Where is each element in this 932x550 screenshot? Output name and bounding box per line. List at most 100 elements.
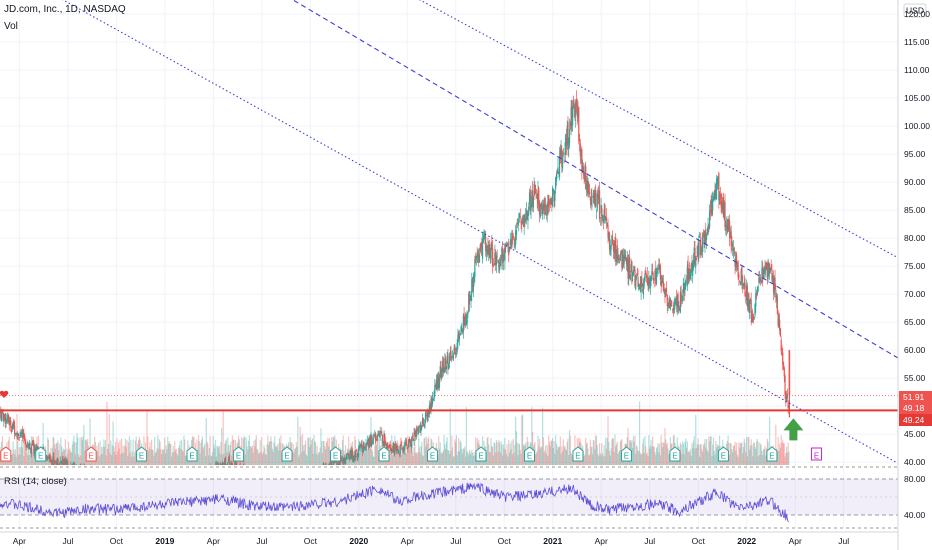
candle-body — [371, 442, 374, 445]
candle-body — [243, 464, 245, 465]
volume-bar — [265, 455, 267, 465]
candle-body — [645, 271, 647, 275]
candle-body — [575, 99, 578, 107]
candle-body — [63, 460, 65, 465]
volume-bar — [635, 445, 638, 465]
candle-body — [618, 261, 621, 263]
candle-body — [643, 281, 645, 286]
earnings-marker: E — [523, 446, 535, 462]
price-label-text: 51.91 — [903, 392, 925, 402]
candle-body — [224, 456, 227, 465]
candle-body — [311, 468, 312, 469]
candle-body — [327, 469, 328, 470]
candle-body — [543, 203, 545, 210]
volume-bar — [175, 449, 177, 465]
candle-body — [214, 468, 215, 473]
candle-body — [661, 280, 663, 285]
candle-body — [528, 206, 530, 214]
candle-body — [581, 149, 583, 170]
candle-body — [575, 101, 577, 117]
earnings-badge — [330, 446, 342, 462]
volume-bar — [603, 445, 605, 465]
volume-bar — [555, 435, 557, 465]
candle-body — [674, 302, 676, 304]
candle-body — [402, 448, 404, 450]
volume-bar — [24, 435, 26, 465]
candle-body — [60, 460, 62, 465]
candle-body — [729, 220, 731, 239]
volume-bar — [665, 444, 668, 465]
candle-body — [746, 286, 748, 307]
volume-bar — [455, 435, 458, 465]
volume-bar — [151, 439, 153, 465]
candle-body — [758, 277, 760, 283]
volume-bar — [231, 455, 233, 465]
earnings-badge — [186, 446, 198, 462]
volume-bar — [545, 453, 548, 465]
candle-body — [603, 209, 605, 223]
candle-body — [542, 205, 544, 211]
heart-icon — [0, 390, 9, 398]
candle-body — [29, 443, 31, 450]
candle-body — [767, 260, 769, 279]
candle-body — [305, 470, 306, 476]
volume-bar — [454, 439, 456, 465]
candle-body — [95, 474, 96, 478]
candle-body — [476, 252, 478, 256]
candle-body — [595, 190, 597, 207]
volume-bar — [684, 441, 686, 465]
volume-bar — [103, 439, 105, 465]
candle-body — [686, 267, 688, 287]
volume-bar — [558, 446, 561, 465]
candle-body — [678, 307, 680, 309]
volume-bar — [402, 448, 404, 465]
candle-body — [296, 478, 297, 479]
volume-bar — [261, 437, 263, 465]
symbol-title: JD.com, Inc., 1D, NASDAQ — [4, 4, 126, 15]
volume-bar — [441, 453, 444, 465]
candle-body — [332, 460, 334, 465]
candle-body — [368, 438, 371, 448]
candle-body — [649, 279, 651, 288]
volume-bar — [732, 452, 734, 465]
volume-bar — [687, 452, 689, 465]
volume-bar — [704, 439, 706, 465]
candle-body — [548, 195, 550, 206]
volume-bar — [121, 453, 123, 465]
candle-body — [598, 190, 601, 220]
candle-body — [421, 418, 424, 425]
volume-bar — [107, 448, 109, 465]
candle-body — [378, 433, 380, 435]
volume-bar — [461, 449, 463, 465]
candle-body — [783, 367, 785, 377]
candle-body — [4, 414, 6, 424]
candle-body — [732, 247, 735, 252]
volume-bar — [496, 442, 498, 465]
volume-bar — [695, 414, 697, 465]
candle-body — [436, 379, 438, 389]
volume-bar — [157, 435, 159, 465]
volume-bar — [759, 455, 761, 465]
volume-bar — [151, 449, 153, 465]
volume-bar — [762, 449, 765, 465]
volume-bar — [775, 424, 777, 465]
volume-bar — [692, 447, 694, 465]
candle-body — [628, 256, 631, 278]
candle-body — [725, 225, 728, 229]
candle-body — [224, 458, 226, 465]
volume-bar — [515, 416, 517, 465]
volume-bar — [372, 456, 374, 465]
earnings-label: E — [814, 452, 819, 461]
candle-body — [675, 298, 677, 304]
candle-body — [299, 474, 300, 479]
candle-body — [365, 446, 367, 448]
volume-bar — [615, 443, 618, 465]
time-tick-label: 2020 — [349, 536, 368, 546]
volume-bar — [274, 436, 276, 465]
candle-body — [98, 472, 99, 478]
candle-body — [782, 352, 784, 365]
volume-bar — [787, 442, 789, 465]
candle-body — [395, 443, 397, 448]
candle-body — [731, 244, 733, 247]
candle-body — [685, 282, 687, 286]
